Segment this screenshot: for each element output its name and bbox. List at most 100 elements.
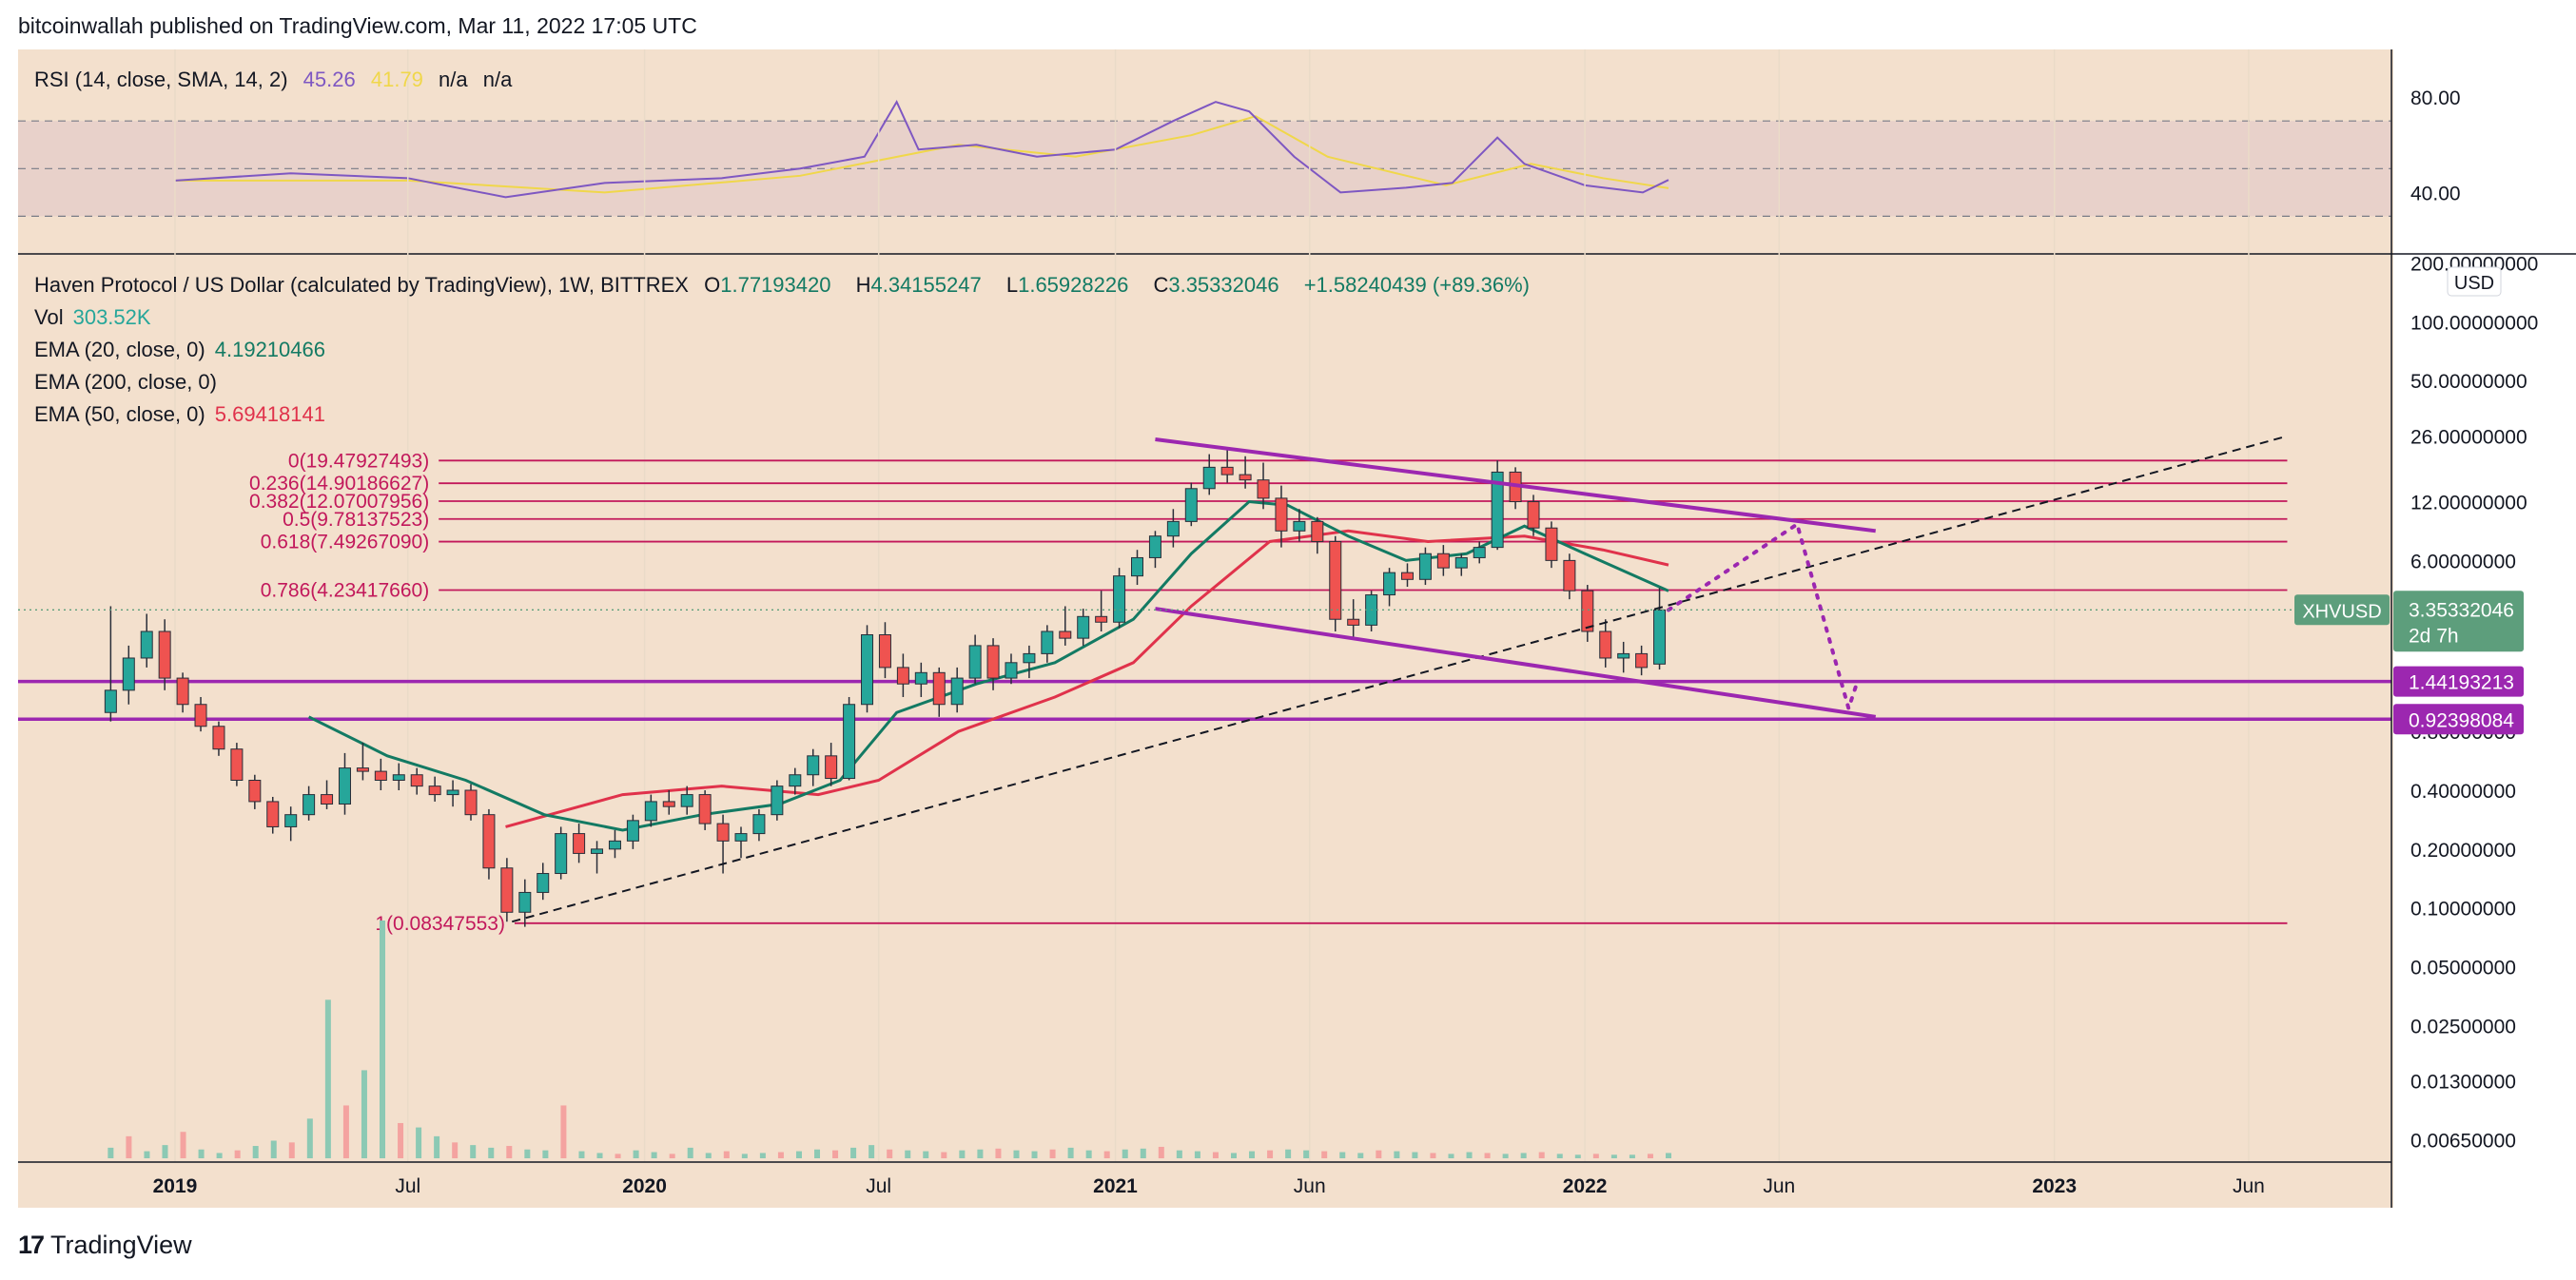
volume-bar — [1122, 1149, 1128, 1158]
candle-body — [1275, 497, 1288, 532]
volume-bar — [687, 1147, 693, 1158]
tradingview-logo-mark: 17 — [18, 1231, 45, 1259]
volume-legend: Vol 303.52K — [34, 305, 161, 330]
volume-bar — [306, 1118, 313, 1158]
open-label: O — [704, 273, 721, 297]
volume-bar — [1176, 1150, 1182, 1158]
volume-bar — [524, 1149, 531, 1158]
low-label: L — [1005, 273, 1019, 297]
candle-body — [140, 630, 153, 659]
volume-bar — [1538, 1152, 1545, 1158]
ohlc-open: O1.77193420 — [704, 273, 840, 297]
price-tick-label: 0.01300000 — [2410, 1072, 2516, 1094]
candle-body — [1148, 535, 1161, 558]
candle-body — [644, 801, 657, 822]
volume-bar — [1448, 1154, 1454, 1158]
time-tick-label: 2019 — [153, 1175, 198, 1197]
high-label: H — [855, 273, 871, 297]
symbol-legend: Haven Protocol / US Dollar (calculated b… — [34, 273, 1539, 298]
volume-bar — [270, 1140, 277, 1158]
candle-body — [356, 767, 369, 772]
support-price-box — [2393, 666, 2524, 697]
volume-bar — [1158, 1146, 1164, 1158]
volume-bar — [398, 1122, 404, 1158]
candle-body — [896, 667, 909, 685]
volume-bar — [144, 1151, 150, 1158]
volume-bar — [1230, 1153, 1237, 1158]
rsi-value: 45.26 — [302, 68, 356, 91]
volume-bar — [234, 1150, 241, 1158]
time-axis: 2019 Jul 2020 Jul 2021 Jun 2022 Jun 2023 Jun — [153, 1175, 2265, 1197]
candle-body — [321, 794, 334, 805]
volume-bar — [651, 1152, 657, 1158]
candle-body — [752, 814, 766, 835]
volume-bar — [814, 1149, 821, 1158]
rsi-na-1: n/a — [439, 68, 468, 91]
vol-value: 303.52K — [72, 305, 151, 329]
currency-unit-box — [2447, 266, 2502, 297]
candle-body — [1220, 466, 1234, 475]
fib-level-label: 1(0.08347553) — [375, 913, 505, 935]
volume-bar — [1049, 1149, 1056, 1158]
volume-bar — [361, 1070, 367, 1158]
time-tick-label: 2020 — [622, 1175, 667, 1197]
tradingview-logo[interactable]: 17 TradingView — [18, 1231, 192, 1260]
volume-bar — [1067, 1147, 1074, 1158]
candle-body — [573, 833, 586, 854]
volume-bar — [1103, 1151, 1110, 1158]
high-value: 4.34155247 — [870, 273, 982, 297]
fib-level-label: 0(19.47927493) — [288, 450, 429, 472]
candle-body — [1131, 556, 1144, 577]
volume-bar — [288, 1142, 295, 1158]
candle-body — [1383, 572, 1396, 596]
volume-bar — [741, 1154, 748, 1158]
close-label: C — [1153, 273, 1169, 297]
ema50-legend: EMA (50, close, 0) 5.69418141 — [34, 402, 335, 427]
volume-bar — [1484, 1153, 1491, 1158]
close-value: 3.35332046 — [1168, 273, 1279, 297]
candle-body — [1184, 488, 1198, 522]
ohlc-close: C3.35332046 — [1153, 273, 1288, 297]
candle-body — [374, 770, 387, 781]
candle-body — [1653, 609, 1667, 665]
volume-bar — [1666, 1153, 1672, 1158]
rsi-sma-line — [174, 115, 1669, 194]
volume-bar — [941, 1152, 947, 1158]
volume-bar — [1502, 1154, 1509, 1158]
channel-upper-line — [1155, 437, 1876, 533]
volume-bar — [795, 1151, 802, 1158]
volume-bar — [416, 1127, 422, 1158]
candle-body — [302, 794, 316, 816]
candle-body — [914, 671, 927, 685]
candle-body — [698, 794, 712, 824]
time-tick-label: Jun — [1294, 1175, 1326, 1197]
volume-bar — [850, 1147, 857, 1158]
candle-body — [950, 677, 964, 706]
volume-bar — [1212, 1152, 1219, 1158]
candle-body — [932, 671, 946, 706]
volume-bar — [1140, 1148, 1146, 1158]
time-tick-label: 2023 — [2032, 1175, 2077, 1197]
candle-body — [266, 801, 280, 827]
volume-bar — [1394, 1151, 1400, 1158]
candle-body — [1635, 652, 1649, 669]
volume-bar — [1013, 1150, 1020, 1158]
volume-bar — [995, 1148, 1002, 1158]
ema50-label: EMA (50, close, 0) — [34, 402, 205, 426]
volume-bar — [1466, 1152, 1473, 1158]
symbol-title: Haven Protocol / US Dollar (calculated b… — [34, 273, 689, 297]
rsi-sma-value: 41.79 — [370, 68, 423, 91]
rsi-panel — [18, 99, 2576, 255]
candle-body — [861, 633, 874, 706]
volume-bar — [488, 1147, 495, 1158]
price-tick-label: 0.00650000 — [2410, 1131, 2516, 1153]
publisher-header: bitcoinwallah published on TradingView.c… — [18, 13, 697, 38]
countdown-label: 2d 7h — [2409, 625, 2459, 647]
volume-bar — [1647, 1154, 1653, 1158]
price-tick-label: 0.02500000 — [2410, 1016, 2516, 1038]
candle-body — [1599, 630, 1612, 659]
candle-body — [338, 767, 351, 805]
candle-body — [1491, 471, 1504, 549]
volume-bar — [705, 1153, 712, 1158]
